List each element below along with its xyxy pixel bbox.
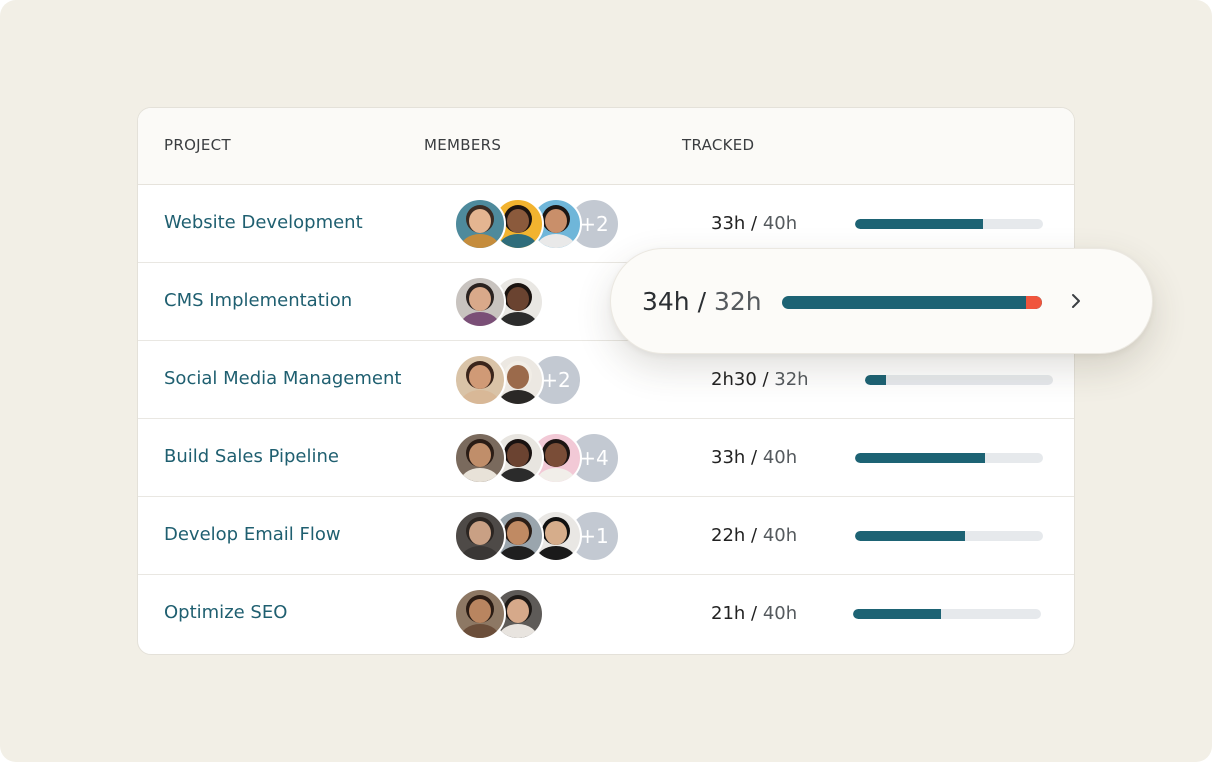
total-hours: 40h [762, 603, 798, 624]
progress-fill [853, 609, 942, 619]
progress-bar [855, 531, 1043, 541]
member-avatars[interactable]: +2 [454, 354, 582, 406]
avatar [454, 354, 506, 406]
member-avatars[interactable] [454, 588, 544, 640]
popout-tracked: 34h [642, 287, 690, 316]
projects-table: PROJECT MEMBERS TRACKED Website Developm… [137, 107, 1075, 655]
extra-members-badge[interactable]: +1 [568, 510, 620, 562]
avatar [492, 276, 544, 328]
table-row[interactable]: Build Sales Pipeline +4 33h / 40h [138, 419, 1074, 497]
tracked-hours: 33h [711, 447, 746, 468]
tracked-time: 21h / 40h [711, 603, 798, 624]
tracked-hours: 21h [711, 603, 746, 624]
table-row[interactable]: Website Development +2 33h / 40h [138, 185, 1074, 263]
avatar [454, 588, 506, 640]
progress-fill [855, 453, 985, 463]
popout-overrun-fill [1025, 296, 1042, 309]
progress-bar [865, 375, 1053, 385]
member-avatars[interactable]: +2 [454, 198, 620, 250]
total-hours: 40h [762, 447, 798, 468]
project-name-link[interactable]: Website Development [164, 212, 363, 233]
project-name-link[interactable]: Develop Email Flow [164, 524, 341, 545]
extra-members-badge[interactable]: +4 [568, 432, 620, 484]
project-name-link[interactable]: Optimize SEO [164, 602, 288, 623]
popout-tracked-text: 34h / 32h [642, 287, 762, 316]
project-name-link[interactable]: Build Sales Pipeline [164, 446, 339, 467]
extra-members-badge[interactable]: +2 [530, 354, 582, 406]
avatar [454, 432, 506, 484]
tracked-hours: 33h [711, 213, 746, 234]
total-hours: 40h [762, 213, 798, 234]
project-name-link[interactable]: Social Media Management [164, 368, 402, 389]
avatar [530, 432, 582, 484]
member-avatars[interactable] [454, 276, 544, 328]
table-row[interactable]: Optimize SEO 21h / 40h [138, 575, 1074, 653]
tracked-time: 33h / 40h [711, 213, 798, 234]
table-row[interactable]: Develop Email Flow +1 22h / 40h [138, 497, 1074, 575]
avatar [492, 588, 544, 640]
popout-progress-bar [782, 296, 1042, 309]
tracked-hours: 22h [711, 525, 746, 546]
avatar [454, 198, 506, 250]
project-name-link[interactable]: CMS Implementation [164, 290, 353, 311]
progress-bar [853, 609, 1041, 619]
progress-fill [855, 531, 965, 541]
total-hours: 40h [762, 525, 798, 546]
header-tracked: TRACKED [682, 136, 755, 154]
tracked-time: 33h / 40h [711, 447, 798, 468]
header-members: MEMBERS [424, 136, 502, 154]
avatar [454, 510, 506, 562]
popout-total: 32h [713, 287, 762, 316]
progress-bar [855, 453, 1043, 463]
chevron-right-icon[interactable] [1064, 289, 1088, 313]
total-hours: 32h [774, 369, 809, 390]
member-avatars[interactable]: +4 [454, 432, 620, 484]
tracked-time: 22h / 40h [711, 525, 798, 546]
tracked-hours: 2h30 [711, 369, 757, 390]
avatar [454, 276, 506, 328]
tracked-time-popout[interactable]: 34h / 32h [610, 248, 1153, 354]
progress-bar [855, 219, 1043, 229]
header-project: PROJECT [164, 136, 231, 154]
tracked-time: 2h30 / 32h [711, 369, 809, 390]
progress-fill [855, 219, 983, 229]
table-header: PROJECT MEMBERS TRACKED [138, 108, 1074, 185]
member-avatars[interactable]: +1 [454, 510, 620, 562]
avatar [530, 198, 582, 250]
table-row[interactable]: Social Media Management +2 2h30 / 32h [138, 341, 1074, 419]
progress-fill [865, 375, 886, 385]
